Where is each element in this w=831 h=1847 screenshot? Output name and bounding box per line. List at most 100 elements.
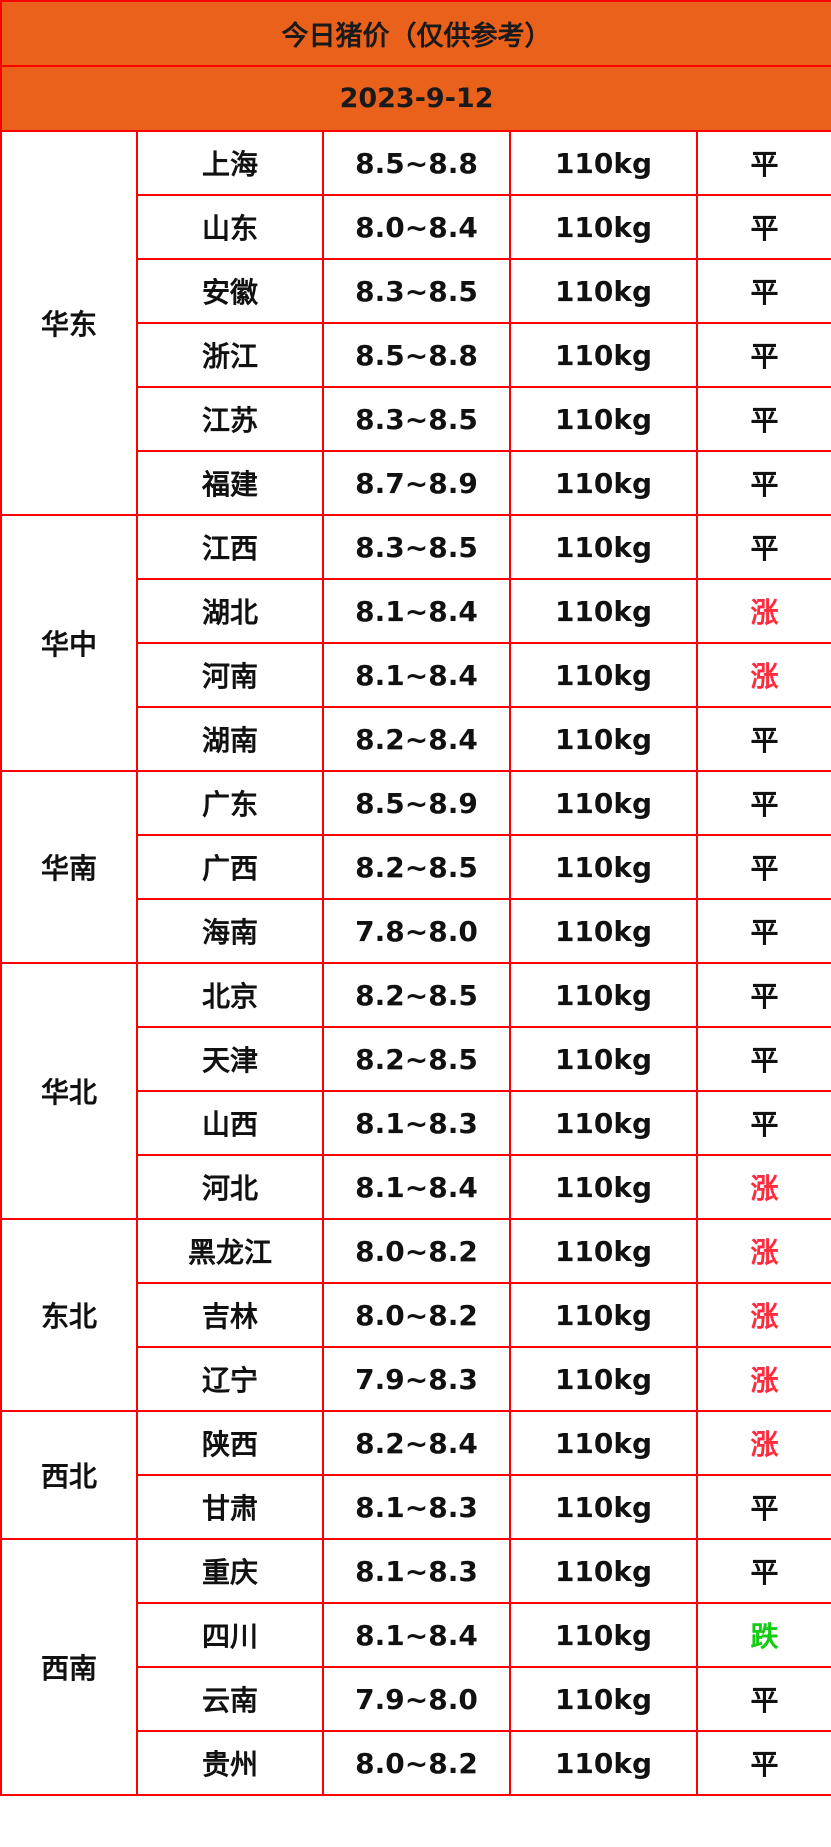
table-row: 山东 8.0~8.4 110kg 平 — [1, 194, 831, 260]
trend-cell: 平 — [695, 1474, 831, 1540]
province-cell: 浙江 — [136, 322, 324, 388]
pig-price-table: 今日猪价（仅供参考） 2023-9-12 华东 上海 8.5~8.8 110kg 平山东… — [0, 0, 831, 1796]
price-cell: 8.3~8.5 — [322, 514, 511, 580]
province-cell: 北京 — [136, 962, 324, 1028]
province-cell: 湖北 — [136, 578, 324, 644]
weight-cell: 110kg — [509, 1730, 698, 1796]
trend-cell: 涨 — [695, 1218, 831, 1284]
table-date: 2023-9-12 — [0, 65, 831, 132]
weight-cell: 110kg — [509, 962, 698, 1028]
province-cell: 云南 — [136, 1666, 324, 1732]
weight-cell: 110kg — [509, 1026, 698, 1092]
province-cell: 山西 — [136, 1090, 324, 1156]
price-cell: 8.5~8.9 — [322, 770, 511, 836]
table-row: 广西 8.2~8.5 110kg 平 — [1, 834, 831, 900]
price-cell: 8.0~8.2 — [322, 1282, 511, 1348]
trend-cell: 平 — [695, 1538, 831, 1604]
province-cell: 山东 — [136, 194, 324, 260]
price-cell: 8.1~8.3 — [322, 1474, 511, 1540]
table-row: 辽宁 7.9~8.3 110kg 涨 — [1, 1346, 831, 1412]
trend-cell: 平 — [695, 962, 831, 1028]
price-cell: 7.9~8.0 — [322, 1666, 511, 1732]
province-cell: 重庆 — [136, 1538, 324, 1604]
weight-cell: 110kg — [509, 1474, 698, 1540]
price-cell: 8.2~8.5 — [322, 1026, 511, 1092]
province-cell: 四川 — [136, 1602, 324, 1668]
trend-cell: 平 — [695, 1090, 831, 1156]
province-cell: 辽宁 — [136, 1346, 324, 1412]
province-cell: 贵州 — [136, 1730, 324, 1796]
table-row: 云南 7.9~8.0 110kg 平 — [1, 1666, 831, 1732]
trend-cell: 涨 — [695, 1282, 831, 1348]
table-row: 湖北 8.1~8.4 110kg 涨 — [1, 578, 831, 644]
weight-cell: 110kg — [509, 130, 698, 196]
weight-cell: 110kg — [509, 450, 698, 516]
weight-cell: 110kg — [509, 194, 698, 260]
price-cell: 8.3~8.5 — [322, 386, 511, 452]
table-row: 华北 北京 8.2~8.5 110kg 平 — [0, 962, 831, 1220]
table-row: 河北 8.1~8.4 110kg 涨 — [1, 1154, 831, 1220]
province-cell: 广西 — [136, 834, 324, 900]
table-row: 河南 8.1~8.4 110kg 涨 — [1, 642, 831, 708]
table-row: 浙江 8.5~8.8 110kg 平 — [1, 322, 831, 388]
price-cell: 8.5~8.8 — [322, 322, 511, 388]
trend-cell: 平 — [695, 1666, 831, 1732]
weight-cell: 110kg — [509, 1602, 698, 1668]
trend-cell: 跌 — [695, 1602, 831, 1668]
table-row: 东北 黑龙江 8.0~8.2 110kg 涨 — [0, 1218, 831, 1412]
price-cell: 8.1~8.4 — [322, 578, 511, 644]
weight-cell: 110kg — [509, 1282, 698, 1348]
table-title: 今日猪价（仅供参考） — [0, 0, 831, 67]
table-row: 四川 8.1~8.4 110kg 跌 — [1, 1602, 831, 1668]
province-cell: 广东 — [136, 770, 324, 836]
table-row: 福建 8.7~8.9 110kg 平 — [1, 450, 831, 516]
region-cell: 华北 — [0, 962, 138, 1220]
weight-cell: 110kg — [509, 1410, 698, 1476]
price-cell: 8.0~8.2 — [322, 1730, 511, 1796]
trend-cell: 平 — [695, 194, 831, 260]
table-row: 贵州 8.0~8.2 110kg 平 — [1, 1730, 831, 1796]
province-cell: 黑龙江 — [136, 1218, 324, 1284]
price-cell: 8.5~8.8 — [322, 130, 511, 196]
province-cell: 河南 — [136, 642, 324, 708]
price-cell: 8.1~8.4 — [322, 642, 511, 708]
weight-cell: 110kg — [509, 898, 698, 964]
table-row: 华东 上海 8.5~8.8 110kg 平 — [0, 130, 831, 516]
price-cell: 8.1~8.3 — [322, 1538, 511, 1604]
region-cell: 东北 — [0, 1218, 138, 1412]
region-cell: 华东 — [0, 130, 138, 516]
trend-cell: 涨 — [695, 578, 831, 644]
trend-cell: 平 — [695, 130, 831, 196]
weight-cell: 110kg — [509, 322, 698, 388]
price-cell: 8.2~8.4 — [322, 706, 511, 772]
weight-cell: 110kg — [509, 258, 698, 324]
weight-cell: 110kg — [509, 706, 698, 772]
price-cell: 8.1~8.3 — [322, 1090, 511, 1156]
trend-cell: 涨 — [695, 642, 831, 708]
table-row: 山西 8.1~8.3 110kg 平 — [1, 1090, 831, 1156]
trend-cell: 平 — [695, 834, 831, 900]
trend-cell: 平 — [695, 898, 831, 964]
region-cell: 西南 — [0, 1538, 138, 1796]
price-cell: 8.1~8.4 — [322, 1602, 511, 1668]
table-row: 安徽 8.3~8.5 110kg 平 — [1, 258, 831, 324]
province-cell: 吉林 — [136, 1282, 324, 1348]
trend-cell: 平 — [695, 1730, 831, 1796]
weight-cell: 110kg — [509, 514, 698, 580]
trend-cell: 平 — [695, 450, 831, 516]
region-cell: 华南 — [0, 770, 138, 964]
price-cell: 8.1~8.4 — [322, 1154, 511, 1220]
weight-cell: 110kg — [509, 1154, 698, 1220]
province-cell: 安徽 — [136, 258, 324, 324]
province-cell: 天津 — [136, 1026, 324, 1092]
table-row: 天津 8.2~8.5 110kg 平 — [1, 1026, 831, 1092]
price-cell: 8.7~8.9 — [322, 450, 511, 516]
province-cell: 江西 — [136, 514, 324, 580]
weight-cell: 110kg — [509, 1538, 698, 1604]
trend-cell: 平 — [695, 322, 831, 388]
weight-cell: 110kg — [509, 1090, 698, 1156]
trend-cell: 涨 — [695, 1154, 831, 1220]
trend-cell: 平 — [695, 258, 831, 324]
table-row: 西南 重庆 8.1~8.3 110kg 平 — [0, 1538, 831, 1796]
region-cell: 华中 — [0, 514, 138, 772]
